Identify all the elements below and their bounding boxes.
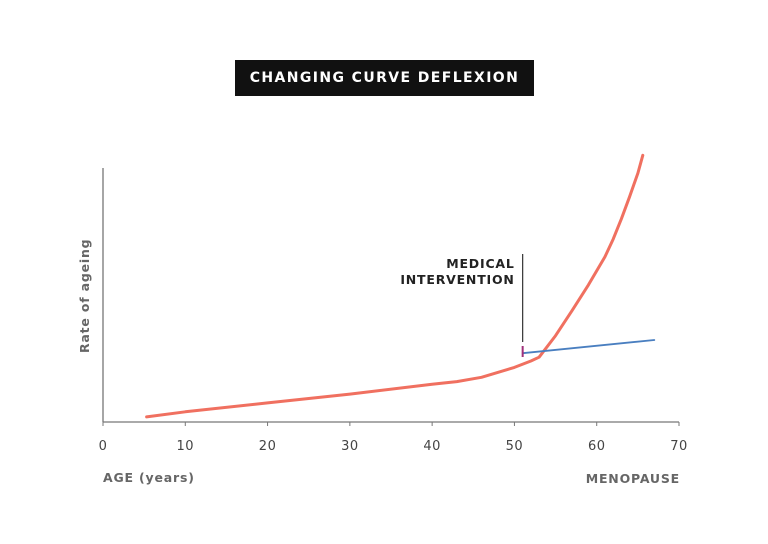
menopause-label: MENOPAUSE	[586, 471, 680, 486]
chart-title-box: CHANGING CURVE DEFLEXION	[235, 60, 534, 96]
x-tick-label-4: 40	[423, 439, 441, 454]
x-tick-label-0: 0	[99, 439, 108, 454]
series-line-1	[521, 339, 656, 355]
x-tick-label-1: 10	[177, 439, 195, 454]
series-layer	[145, 153, 656, 419]
x-tick-label-2: 20	[259, 439, 277, 454]
x-tick-label-5: 50	[506, 439, 524, 454]
x-tick-label-7: 70	[670, 439, 688, 454]
series-line-0	[145, 153, 645, 419]
annotation-text-0: MEDICAL	[446, 256, 514, 271]
x-ticks: 0 10 20 30 40 50 60 70	[99, 422, 688, 454]
y-axis-label: Rate of ageing	[77, 239, 92, 353]
x-axis-label: AGE (years)	[103, 470, 195, 485]
x-tick-label-6: 60	[588, 439, 606, 454]
chart-title: CHANGING CURVE DEFLEXION	[249, 70, 520, 86]
x-tick-label-3: 30	[341, 439, 359, 454]
annotation-text-1: INTERVENTION	[400, 272, 514, 287]
